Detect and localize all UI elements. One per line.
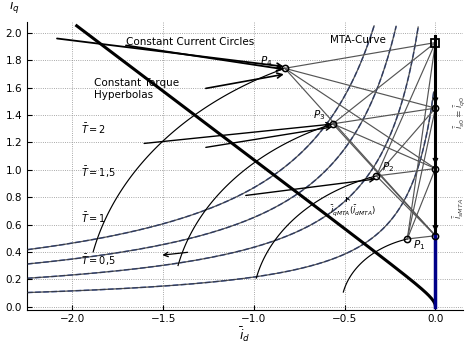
Text: $\bar{T}=1{,}5$: $\bar{T}=1{,}5$	[82, 165, 116, 180]
Text: $\bar{T}=0{,}5$: $\bar{T}=0{,}5$	[82, 253, 116, 268]
Y-axis label: $\bar{i}_q$: $\bar{i}_q$	[9, 0, 19, 16]
Text: $\bar{T}=2$: $\bar{T}=2$	[82, 121, 107, 136]
Text: $P_3$: $P_3$	[313, 108, 326, 122]
Text: $\bar{T}=1$: $\bar{T}=1$	[82, 211, 107, 225]
Text: $P_4$: $P_4$	[260, 54, 272, 68]
Text: $P_1$: $P_1$	[413, 239, 425, 252]
Text: Constant Current Circles: Constant Current Circles	[126, 37, 255, 47]
Text: $P_2$: $P_2$	[382, 160, 394, 174]
Text: Constant Torque
Hyperbolas: Constant Torque Hyperbolas	[94, 78, 179, 99]
X-axis label: $\bar{i}_d$: $\bar{i}_d$	[239, 326, 250, 344]
Text: $\bar{i}_{qMTA}(\bar{i}_{dMTA})$: $\bar{i}_{qMTA}(\bar{i}_{dMTA})$	[330, 198, 376, 218]
Text: $\bar{i}_{s0} = \bar{i}_{q0}$: $\bar{i}_{s0} = \bar{i}_{q0}$	[452, 96, 467, 129]
Text: $\bar{i}_{sMTA}$: $\bar{i}_{sMTA}$	[452, 198, 466, 219]
Text: MTA-Curve: MTA-Curve	[330, 35, 386, 46]
